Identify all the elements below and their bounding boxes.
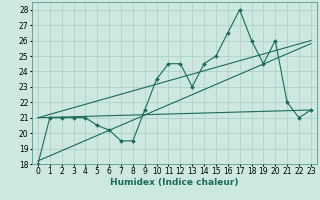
X-axis label: Humidex (Indice chaleur): Humidex (Indice chaleur) bbox=[110, 178, 239, 187]
